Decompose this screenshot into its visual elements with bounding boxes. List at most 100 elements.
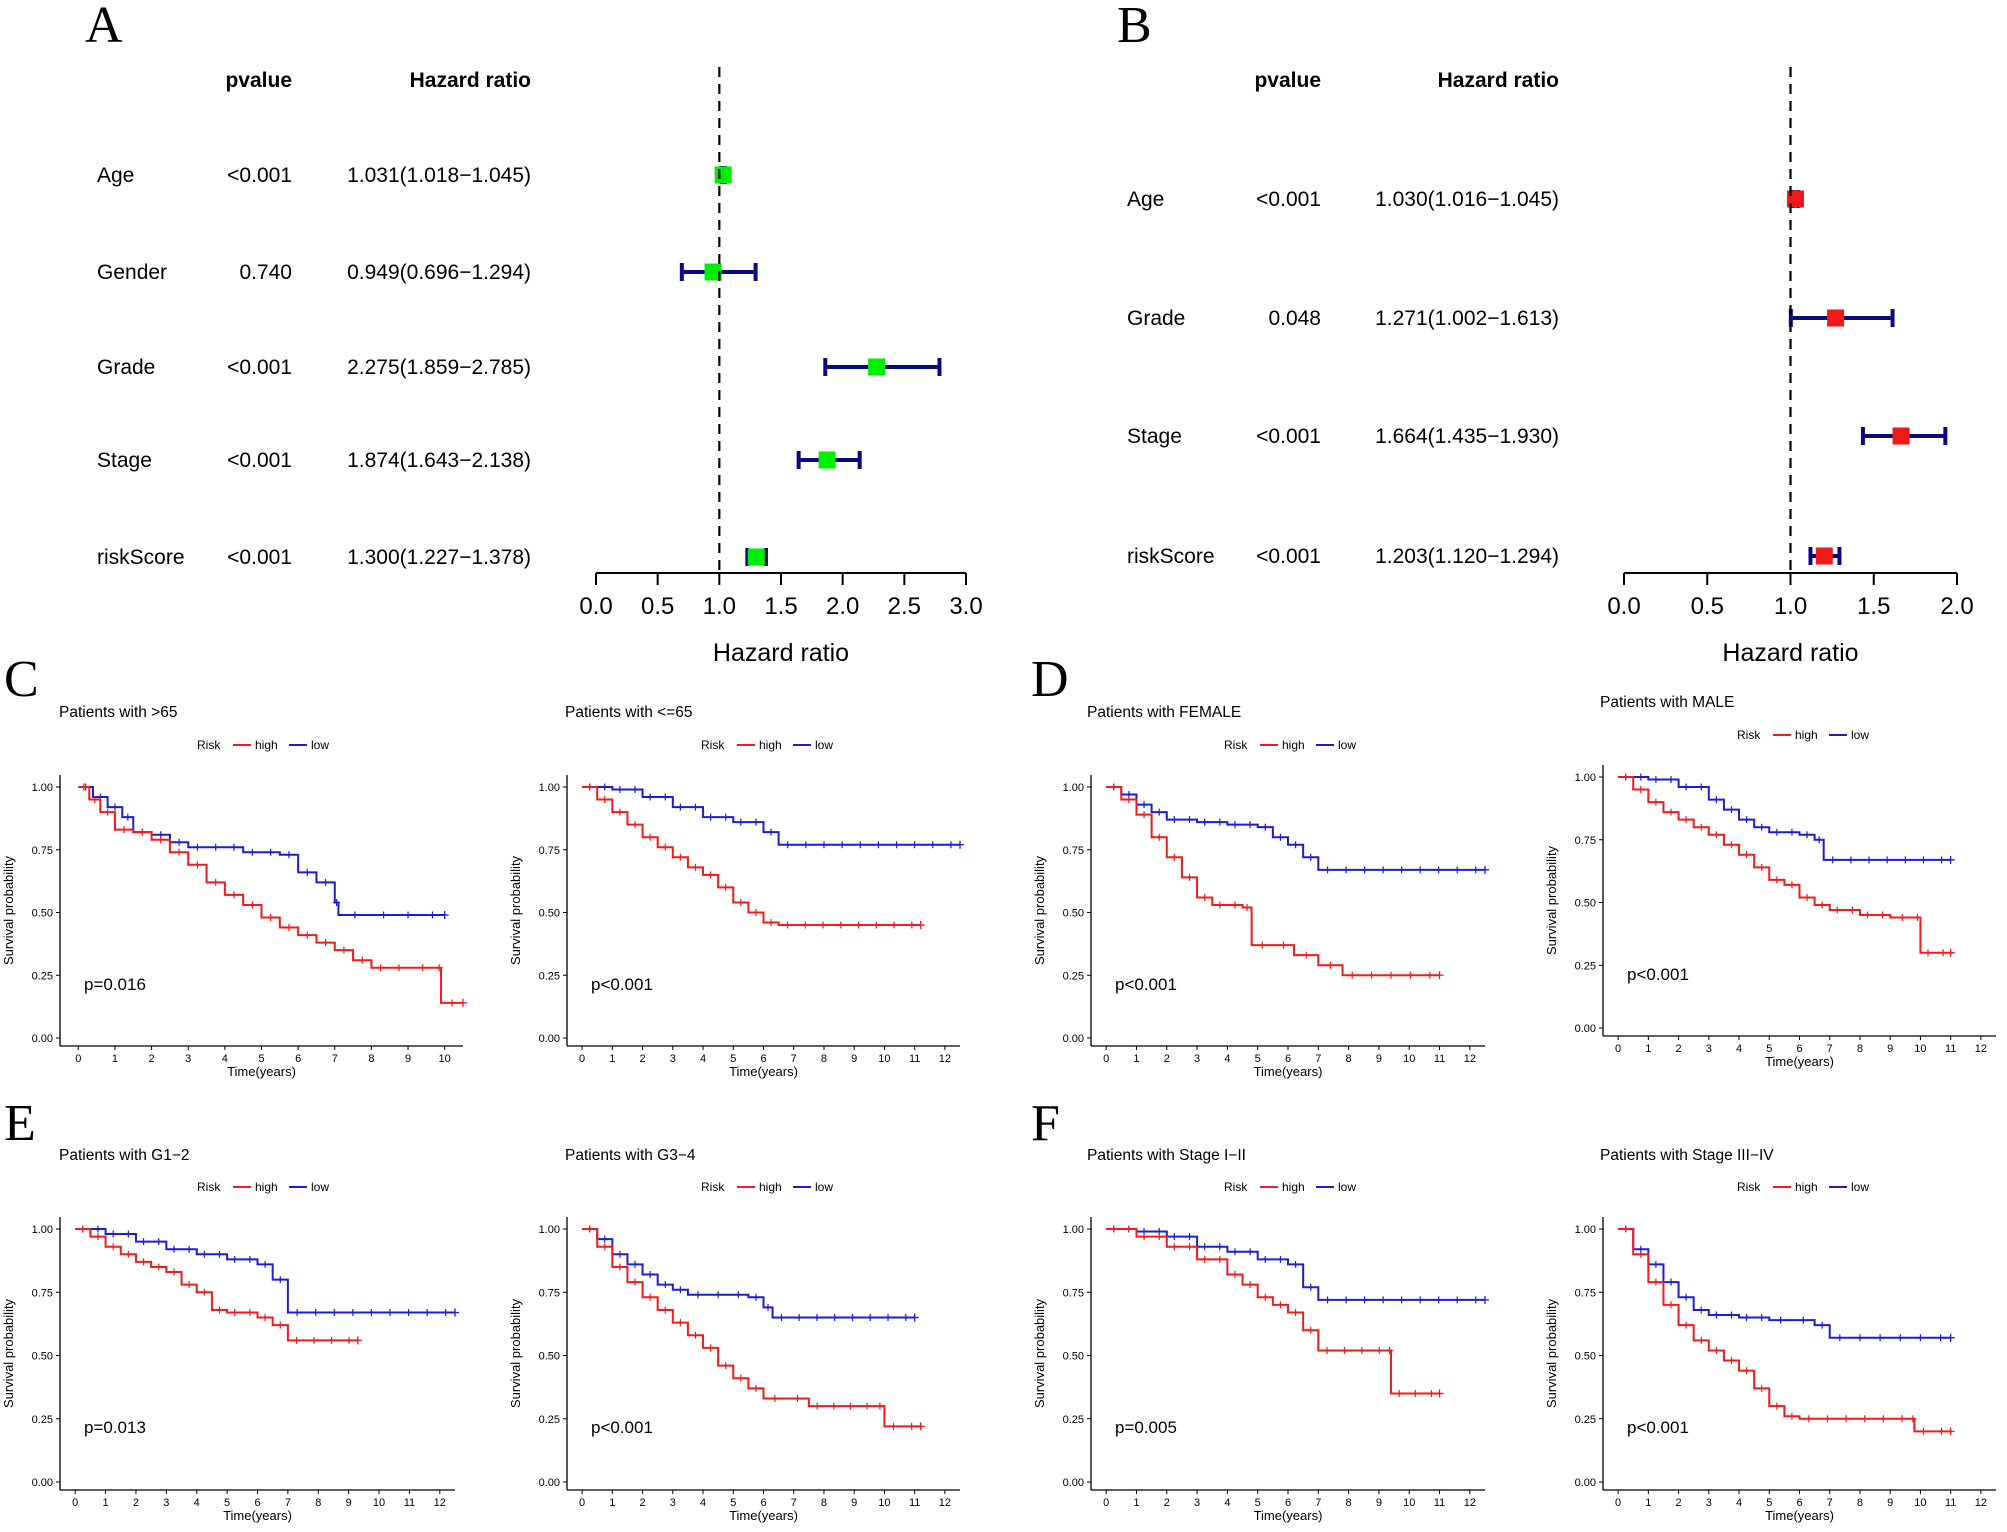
high-risk-curve-end-mark [916, 921, 925, 930]
x-tick-label: 12 [939, 1053, 951, 1065]
p-value-label: p=0.013 [84, 1418, 146, 1437]
low-risk-curve-censor-mark [631, 1260, 639, 1268]
high-risk-curve-censor-mark [616, 1263, 624, 1271]
high-risk-curve-censor-mark [104, 808, 112, 816]
high-risk-curve-end-mark [353, 1336, 362, 1345]
high-risk-curve-censor-mark [1216, 901, 1224, 909]
low-risk-curve-censor-mark [1342, 866, 1350, 874]
x-axis-title: Hazard ratio [713, 639, 849, 667]
high-risk-curve-censor-mark [310, 1336, 318, 1344]
low-risk-curve-end-mark [1946, 855, 1955, 864]
row-hazard-ratio-text: 1.664(1.435−1.930) [1375, 425, 1559, 448]
low-risk-curve-censor-mark [293, 1308, 301, 1316]
low-risk-curve-censor-mark [1140, 801, 1148, 809]
y-tick-label: 0.50 [1575, 1351, 1596, 1363]
x-tick-label: 8 [821, 1497, 827, 1509]
low-risk-curve-censor-mark [1773, 828, 1781, 836]
high-risk-curve-censor-mark [200, 1288, 208, 1296]
low-risk-curve-censor-mark [1292, 841, 1300, 849]
x-tick-label: 10 [878, 1053, 890, 1065]
low-risk-curve-end-mark [440, 911, 449, 920]
high-risk-curve-end-mark [1435, 1389, 1444, 1398]
forest-plot-b: pvalue Hazard ratio Age <0.001 1.030(1.016−1… [1127, 67, 1974, 667]
high-risk-curve-censor-mark [1682, 1321, 1690, 1329]
high-risk-curve-censor-mark [872, 921, 880, 929]
low-risk-curve-censor-mark [367, 1308, 375, 1316]
high-risk-curve-censor-mark [1712, 1346, 1720, 1354]
x-tick-label: 12 [1975, 1043, 1987, 1055]
high-risk-curve-censor-mark [722, 883, 730, 891]
panel-letter-a: A [85, 0, 123, 54]
plot-title: Patients with >65 [59, 704, 177, 721]
row-pvalue: <0.001 [227, 164, 292, 187]
high-risk-curve-censor-mark [819, 921, 827, 929]
low-risk-curve-censor-mark [386, 1308, 394, 1316]
low-risk-curve-censor-mark [423, 1308, 431, 1316]
high-risk-curve-censor-mark [1386, 1346, 1394, 1354]
high-risk-curve-censor-mark [1712, 831, 1720, 839]
low-risk-curve-censor-mark [1472, 866, 1480, 874]
legend-high-label: high [255, 1180, 278, 1194]
legend-low-label: low [1851, 728, 1869, 742]
low-risk-curve-censor-mark [349, 1308, 357, 1316]
p-value-label: p<0.001 [591, 1418, 653, 1437]
high-risk-curve-censor-mark [124, 1250, 132, 1258]
y-tick-label: 0.75 [1575, 835, 1596, 847]
low-risk-curve-censor-mark [1324, 866, 1332, 874]
low-risk-curve-censor-mark [1170, 1233, 1178, 1241]
low-risk-curve-censor-mark [795, 1314, 803, 1322]
high-risk-curve-censor-mark [1637, 786, 1645, 794]
low-risk-curve-censor-mark [734, 1291, 742, 1299]
high-risk-curve-censor-mark [889, 1422, 897, 1430]
high-risk-curve-end-mark [1435, 971, 1444, 980]
high-risk-curve-censor-mark [1682, 816, 1690, 824]
low-risk-curve-censor-mark [405, 1308, 413, 1316]
plot-title: Patients with MALE [1600, 694, 1734, 711]
x-tick-label: 3.0 [949, 593, 982, 620]
y-tick-label: 0.25 [1575, 1414, 1596, 1426]
y-tick-label: 1.00 [32, 782, 53, 794]
high-risk-curve-censor-mark [631, 821, 639, 829]
legend-high-label: high [1282, 1180, 1305, 1194]
x-tick-label: 4 [1736, 1497, 1742, 1509]
low-risk-curve-censor-mark [661, 1281, 669, 1289]
low-risk-curve-censor-mark [1398, 866, 1406, 874]
high-risk-curve-censor-mark [646, 1293, 654, 1301]
low-risk-curve-censor-mark [820, 841, 828, 849]
hazard-ratio-box [747, 548, 765, 566]
low-risk-curve-censor-mark [893, 841, 901, 849]
x-tick-label: 11 [909, 1497, 920, 1509]
low-risk-curve [1618, 776, 1951, 861]
y-tick-label: 1.00 [32, 1224, 53, 1236]
high-risk-curve-censor-mark [1743, 851, 1751, 859]
x-tick-label: 8 [1346, 1497, 1352, 1509]
x-tick-label: 2.0 [1940, 593, 1973, 620]
high-risk-curve-censor-mark [1326, 961, 1334, 969]
y-axis-title: Survival probability [1, 1298, 16, 1408]
low-risk-curve-end-mark [956, 840, 964, 849]
x-tick-label: 0.5 [641, 593, 674, 620]
legend-low-label: low [1338, 738, 1356, 752]
low-risk-curve-censor-mark [1896, 1334, 1904, 1342]
x-tick-label: 3 [1194, 1497, 1200, 1509]
low-risk-curve-censor-mark [646, 793, 654, 801]
high-risk-curve-censor-mark [276, 1321, 284, 1329]
x-tick-label: 1 [1645, 1497, 1651, 1509]
hazard-ratio-header: Hazard ratio [410, 69, 531, 92]
y-tick-label: 0.75 [32, 1287, 53, 1299]
x-tick-label: 11 [1434, 1497, 1445, 1509]
x-tick-label: 1.0 [1774, 593, 1807, 620]
x-tick-label: 0 [579, 1497, 585, 1509]
x-tick-label: 1.5 [1857, 593, 1890, 620]
high-risk-curve-censor-mark [863, 1402, 871, 1410]
y-tick-label: 0.75 [539, 1287, 560, 1299]
high-risk-curve [582, 786, 921, 927]
low-risk-curve-censor-mark [1472, 1296, 1480, 1304]
low-risk-curve-censor-mark [661, 793, 669, 801]
x-tick-label: 2 [1676, 1497, 1682, 1509]
y-tick-label: 1.00 [539, 1224, 560, 1236]
low-risk-curve-censor-mark [911, 841, 919, 849]
low-risk-curve-censor-mark [1246, 821, 1254, 829]
x-tick-label: 10 [1403, 1053, 1415, 1065]
high-risk-curve-censor-mark [303, 931, 311, 939]
